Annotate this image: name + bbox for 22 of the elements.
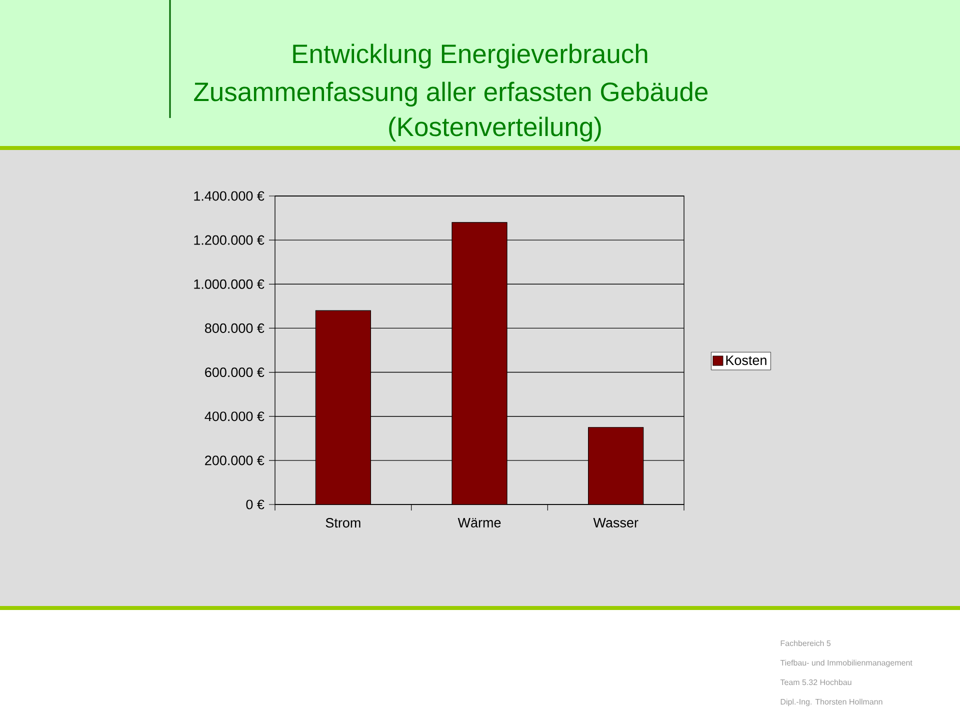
bar [452,222,508,504]
y-tick-label: 200.000 € [205,456,264,466]
bar [315,310,371,504]
text: Dipl.-Ing. Thorsten Hollmann [780,698,882,706]
y-tick-label: 600.000 € [205,368,264,378]
text: (Kostenverteilung) [389,116,601,142]
y-tick-label: 1.400.000 € [194,191,264,201]
y-tick-label: 1.000.000 € [194,279,264,289]
y-tick-label: 1.200.000 € [194,235,264,245]
y-tick-label: 800.000 € [204,323,264,333]
chart-title: Entwicklung Energieverbrauch [293,44,648,68]
text: Fachbereich 5 [780,640,831,646]
text: Tiefbau- und Immobilienmanagement [780,660,912,668]
x-tick-label: Wasser [593,518,638,528]
chart-subtitle: Zusammenfassung aller erfassten Gebäude [194,82,708,106]
x-tick-label: Strom [326,518,360,528]
y-tick-label: 400.000 € [204,412,264,422]
bar [588,427,644,504]
y-tick-label: 0 € [246,500,264,510]
text: Team 5.32 Hochbau [780,679,852,686]
x-tick-label: Wärme [458,518,501,528]
legend-label: Kosten [726,356,766,366]
